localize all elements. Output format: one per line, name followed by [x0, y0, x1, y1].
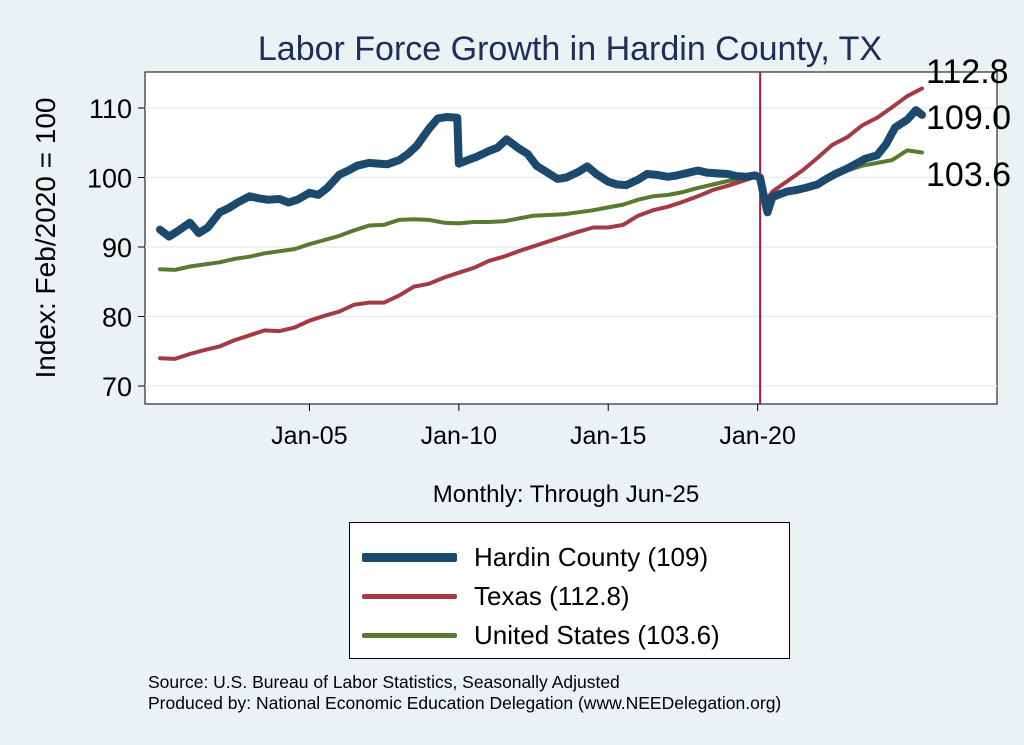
plot-area — [144, 71, 998, 405]
legend-item-hardin: Hardin County (109) — [362, 539, 708, 575]
legend-swatch-us — [362, 632, 457, 638]
series-line-hardin-county — [156, 106, 926, 241]
y-tick-label: 100 — [87, 164, 132, 194]
legend-swatch-hardin — [362, 552, 457, 562]
x-axis-label: Monthly: Through Jun-25 — [433, 481, 699, 508]
legend-label-hardin: Hardin County (109) — [474, 541, 709, 572]
chart-title: Labor Force Growth in Hardin County, TX — [258, 30, 882, 68]
y-axis: 70 80 90 100 110 — [87, 94, 145, 402]
series-group — [156, 86, 926, 361]
x-tick-label: Jan-10 — [421, 422, 497, 450]
x-tick-label: Jan-20 — [719, 422, 795, 450]
legend-label-us: United States (103.6) — [474, 619, 720, 650]
produced-by-line: Produced by: National Economic Education… — [148, 693, 782, 713]
end-label-texas: 112.8 — [926, 53, 1009, 91]
series-line-texas — [158, 86, 924, 361]
x-tick-label: Jan-05 — [271, 422, 347, 450]
y-tick-label: 70 — [102, 372, 132, 402]
legend-item-us: United States (103.6) — [362, 617, 720, 653]
legend-swatch-texas — [362, 593, 457, 599]
legend: Hardin County (109) Texas (112.8) United… — [349, 522, 790, 659]
source-note: Source: U.S. Bureau of Labor Statistics,… — [148, 672, 781, 714]
y-tick-label: 80 — [102, 303, 132, 333]
y-axis-label: Index: Feb/2020 = 100 — [30, 98, 61, 379]
y-tick-label: 90 — [102, 233, 132, 263]
y-tick-label: 110 — [89, 94, 132, 124]
end-label-hardin-county: 109.0 — [926, 99, 1011, 137]
legend-label-texas: Texas (112.8) — [474, 580, 630, 611]
x-tick-label: Jan-15 — [570, 422, 646, 450]
gridlines — [145, 107, 997, 387]
legend-item-texas: Texas (112.8) — [362, 578, 630, 614]
source-line: Source: U.S. Bureau of Labor Statistics,… — [148, 672, 620, 692]
x-axis: Jan-05 Jan-10 Jan-15 Jan-20 — [271, 404, 796, 450]
end-label-united-states: 103.6 — [926, 156, 1011, 194]
end-labels: 109.0 112.8 103.6 — [926, 53, 1011, 194]
